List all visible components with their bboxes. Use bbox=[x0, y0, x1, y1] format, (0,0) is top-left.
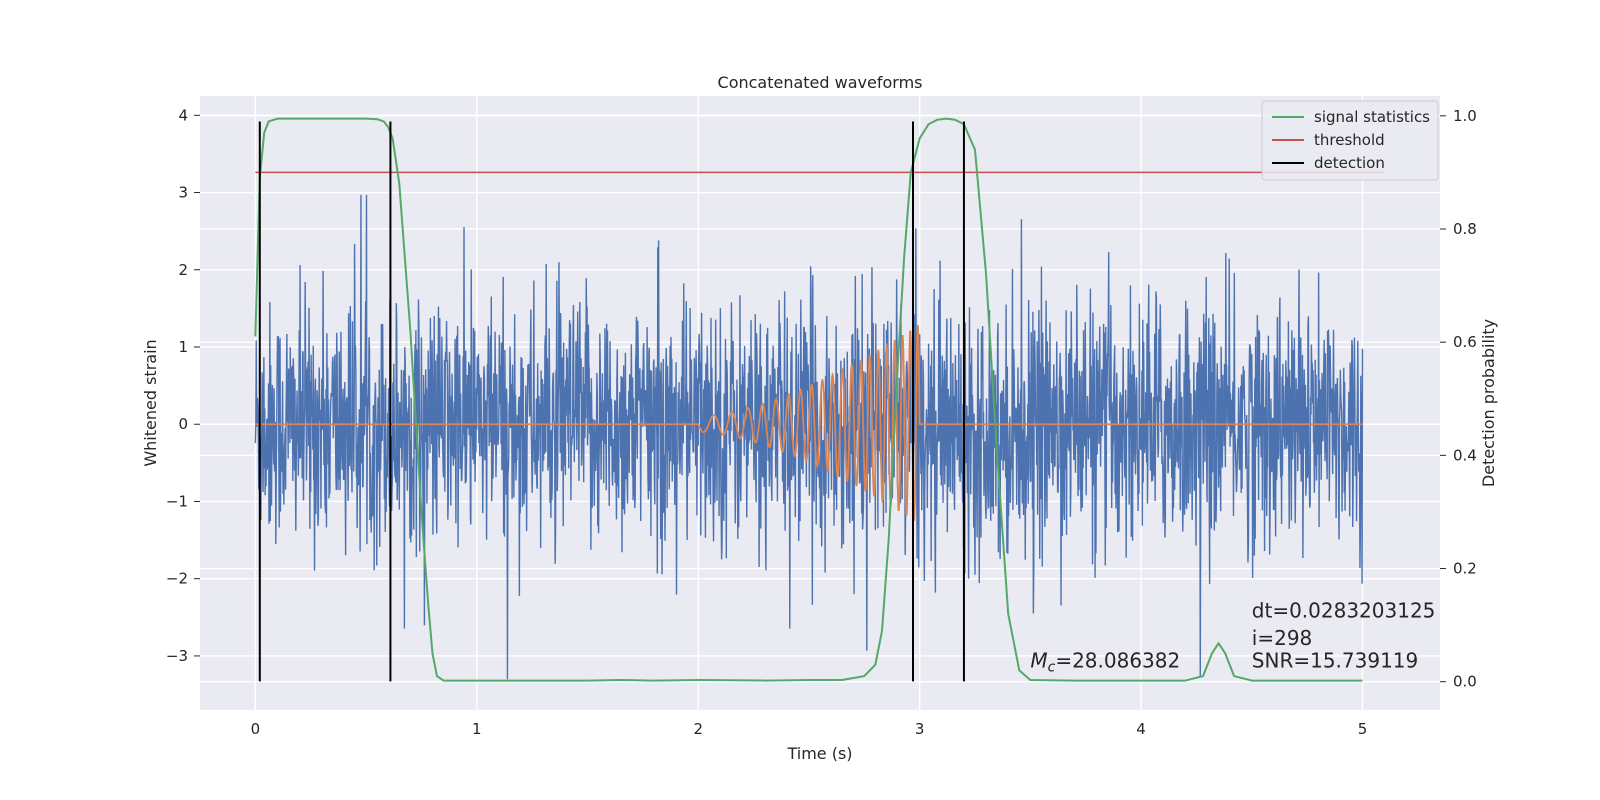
legend-label: signal statistics bbox=[1314, 108, 1430, 126]
annotation-text: i=298 bbox=[1252, 626, 1313, 650]
y2-tick-label: 0.4 bbox=[1453, 446, 1477, 464]
injected-waveform-line bbox=[255, 324, 1363, 521]
x-axis-label: Time (s) bbox=[786, 744, 852, 763]
y-tick-label: −1 bbox=[166, 492, 188, 510]
y-tick-label: 3 bbox=[178, 184, 188, 202]
x-tick-label: 0 bbox=[251, 720, 261, 738]
annotation-text: SNR=15.739119 bbox=[1252, 649, 1418, 673]
y-tick-label: 4 bbox=[178, 106, 188, 124]
x-tick-label: 1 bbox=[472, 720, 482, 738]
y-tick-label: 1 bbox=[178, 338, 188, 356]
y2-tick-label: 1.0 bbox=[1453, 107, 1477, 125]
x-tick-label: 2 bbox=[693, 720, 703, 738]
legend-box bbox=[1261, 100, 1439, 181]
y-tick-label: −2 bbox=[166, 570, 188, 588]
chart-title: Concatenated waveforms bbox=[718, 73, 923, 92]
y2-tick-label: 0.0 bbox=[1453, 673, 1477, 691]
y-tick-label: 2 bbox=[178, 261, 188, 279]
legend-label: detection bbox=[1314, 154, 1385, 172]
y2-axis-label: Detection probability bbox=[1479, 319, 1498, 487]
x-tick-label: 4 bbox=[1136, 720, 1146, 738]
x-tick-label: 5 bbox=[1358, 720, 1368, 738]
signal-statistics-line bbox=[254, 117, 1363, 682]
y2-tick-label: 0.6 bbox=[1453, 333, 1477, 351]
y2-tick-label: 0.8 bbox=[1453, 220, 1477, 238]
x-tick-label: 3 bbox=[915, 720, 925, 738]
legend-label: threshold bbox=[1314, 131, 1385, 149]
annotation-symbol: M bbox=[1030, 649, 1047, 673]
y-tick-label: −3 bbox=[166, 647, 188, 665]
annotation-subscript: c bbox=[1048, 660, 1056, 676]
y-tick-label: 0 bbox=[178, 415, 188, 433]
y2-tick-label: 0.2 bbox=[1453, 560, 1477, 578]
annotation-value: =28.086382 bbox=[1055, 649, 1180, 673]
annotation-text: dt=0.0283203125 bbox=[1252, 598, 1436, 622]
annotation-text: Mc=28.086382 bbox=[1030, 649, 1180, 676]
legend: signal statistics threshold detection bbox=[1261, 100, 1439, 181]
y-axis-label: Whitened strain bbox=[141, 339, 160, 466]
